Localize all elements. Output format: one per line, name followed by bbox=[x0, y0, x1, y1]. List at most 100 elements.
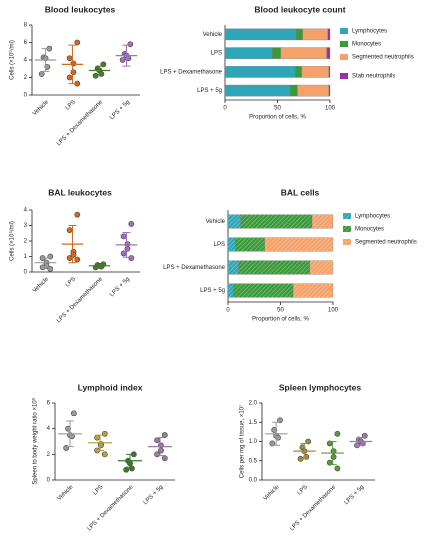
x-tick-label: 100 bbox=[325, 106, 336, 112]
bar-segment bbox=[238, 260, 311, 275]
bar-segment bbox=[227, 214, 241, 229]
y-tick-label: 2 bbox=[47, 452, 51, 458]
data-point bbox=[154, 451, 161, 458]
data-point bbox=[66, 55, 73, 62]
data-point bbox=[66, 74, 73, 81]
data-point bbox=[66, 255, 73, 261]
chart-title: Blood leukocytes bbox=[45, 4, 116, 14]
y-tick-label: LPS + Dexamethasone bbox=[160, 69, 223, 75]
y-tick-label: 0.0 bbox=[249, 478, 258, 484]
bar-segment bbox=[280, 47, 327, 59]
y-tick-label: 4 bbox=[24, 208, 28, 214]
data-point bbox=[98, 442, 104, 449]
bar-segment bbox=[235, 237, 265, 252]
y-tick-label: LPS + 5g bbox=[197, 88, 222, 94]
x-tick-label: 50 bbox=[277, 308, 284, 314]
data-point bbox=[44, 64, 51, 70]
x-tick-label: LPS + 5g bbox=[109, 276, 131, 298]
data-point bbox=[128, 255, 135, 261]
bar-segment bbox=[224, 84, 291, 97]
legend-swatch bbox=[340, 73, 348, 79]
data-point bbox=[330, 453, 337, 460]
data-point bbox=[154, 437, 161, 444]
data-point bbox=[101, 451, 108, 458]
bar-segment bbox=[295, 66, 302, 78]
y-tick-label: 0.5 bbox=[249, 458, 258, 464]
data-point bbox=[359, 440, 366, 447]
y-tick-label: Vehicle bbox=[203, 32, 223, 38]
y-tick-label: LPS bbox=[211, 51, 222, 57]
data-point bbox=[269, 440, 276, 447]
x-tick-label: 0 bbox=[226, 308, 230, 314]
legend-label: Segmented neutrophils bbox=[355, 240, 417, 246]
data-point bbox=[334, 430, 341, 437]
data-point bbox=[277, 417, 283, 424]
legend-swatch bbox=[343, 239, 351, 245]
y-tick-label: 2 bbox=[24, 239, 28, 245]
y-tick-label: 0 bbox=[24, 270, 28, 276]
bar-segment bbox=[309, 260, 334, 275]
bar-segment bbox=[233, 283, 294, 298]
chart-title: Blood leukocyte count bbox=[254, 4, 345, 14]
y-axis-label: Cells (×10⁵/ml) bbox=[9, 221, 16, 261]
bar-segment bbox=[264, 237, 334, 252]
y-axis-label: Cells per mg of tissue, ×10⁷ bbox=[239, 405, 246, 478]
data-point bbox=[303, 453, 310, 460]
bar-segment bbox=[240, 214, 313, 229]
y-tick-label: 4 bbox=[24, 58, 28, 64]
x-tick-label: Vehicle bbox=[32, 99, 50, 117]
legend-label: Monocytes bbox=[355, 227, 384, 233]
bar-segment bbox=[296, 28, 303, 41]
x-tick-label: Vehicle bbox=[57, 484, 75, 502]
legend-swatch bbox=[340, 54, 348, 60]
data-point bbox=[65, 425, 71, 432]
y-tick-label: 3 bbox=[24, 223, 28, 229]
data-point bbox=[119, 57, 126, 63]
y-tick-label: 0 bbox=[47, 478, 51, 484]
data-point bbox=[271, 427, 278, 433]
x-axis-label: Proportion of cells, % bbox=[249, 115, 306, 121]
bar-segment bbox=[272, 47, 281, 59]
data-point bbox=[38, 71, 45, 77]
y-tick-label: LPS + Dexamethasone bbox=[163, 265, 226, 271]
bar-segment bbox=[328, 66, 331, 78]
y-tick-label: 1.5 bbox=[249, 420, 258, 426]
y-tick-label: Vehicle bbox=[206, 219, 226, 225]
x-tick-label: Vehicle bbox=[263, 484, 281, 502]
legend-swatch bbox=[343, 226, 351, 232]
y-tick-label: LPS + 5g bbox=[200, 288, 225, 294]
data-point bbox=[70, 69, 77, 76]
data-point bbox=[161, 455, 168, 462]
x-tick-label: 100 bbox=[328, 308, 339, 314]
bar-segment bbox=[227, 237, 236, 252]
bar-segment bbox=[289, 84, 298, 97]
data-point bbox=[361, 432, 368, 439]
y-tick-label: LPS bbox=[214, 242, 225, 248]
data-point bbox=[161, 432, 168, 438]
bar-segment bbox=[227, 260, 239, 275]
y-axis-label: Cells (×10⁹/ml) bbox=[9, 40, 16, 80]
y-tick-label: 2 bbox=[24, 75, 28, 81]
legend-swatch bbox=[340, 28, 348, 34]
data-point bbox=[63, 445, 70, 451]
data-point bbox=[124, 245, 131, 252]
x-tick-label: LPS + 5g bbox=[344, 484, 366, 506]
bar-segment bbox=[292, 283, 334, 298]
legend-label: Lymphocytes bbox=[355, 214, 390, 220]
legend-label: Lymphocytes bbox=[352, 29, 387, 35]
y-tick-label: 6 bbox=[47, 401, 51, 407]
legend-label: Monocytes bbox=[352, 42, 381, 48]
data-point bbox=[94, 434, 101, 441]
y-tick-label: 4 bbox=[47, 426, 51, 432]
x-tick-label: Vehicle bbox=[32, 276, 50, 294]
data-point bbox=[70, 410, 77, 417]
legend-label: Segmented neutrophils bbox=[352, 55, 414, 61]
x-tick-label: LPS + Dexamethasone bbox=[56, 99, 104, 147]
x-axis-label: Proportion of cells, % bbox=[252, 317, 309, 323]
x-tick-label: LPS bbox=[65, 99, 77, 111]
bar-segment bbox=[224, 28, 297, 41]
bar-segment bbox=[328, 84, 331, 97]
x-tick-label: LPS bbox=[92, 484, 104, 496]
bar-segment bbox=[326, 47, 331, 59]
